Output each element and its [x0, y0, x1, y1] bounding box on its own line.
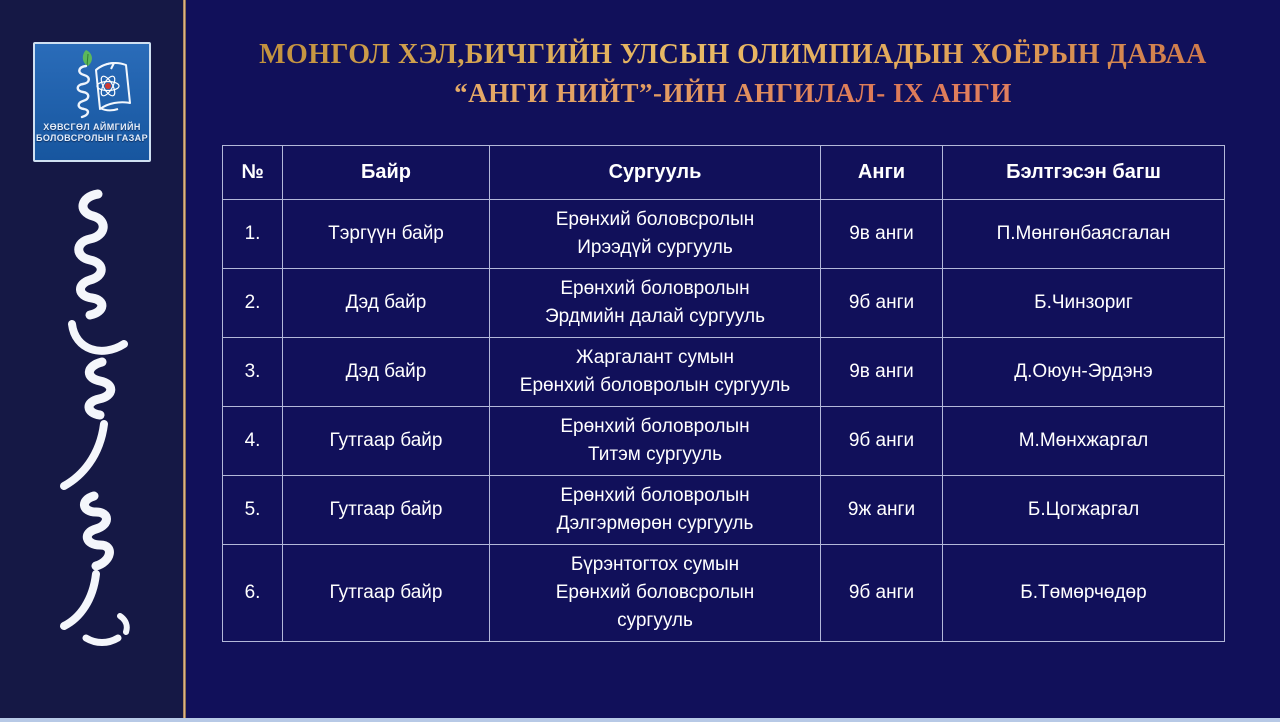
cell-grade: 9б анги	[820, 544, 943, 642]
header-grade: Анги	[820, 145, 943, 200]
table-row: 1. Тэргүүн байр Ерөнхий боловсролын Ирээдү…	[222, 199, 1225, 269]
logo-text-line1: ХӨВСГӨЛ АЙМГИЙН	[43, 122, 141, 132]
cell-school: Ерөнхий боловсролын Ирээдүй сургууль	[489, 199, 821, 269]
header-number: №	[222, 145, 283, 200]
cell-place: Тэргүүн байр	[282, 199, 490, 269]
cell-grade: 9в анги	[820, 199, 943, 269]
cell-row-number: 1.	[222, 199, 283, 269]
table-row: 5. Гутгаар байр Ерөнхий боловролын Дэлгэрм…	[222, 475, 1225, 545]
leaf-icon	[82, 50, 92, 67]
mongolian-script-decoration-icon	[60, 189, 130, 646]
cell-teacher: П.Мөнгөнбаясгалан	[942, 199, 1225, 269]
cell-row-number: 3.	[222, 337, 283, 407]
cell-place: Гутгаар байр	[282, 544, 490, 642]
table-row: 2. Дэд байр Ерөнхий боловролын Эрдмийн дал…	[222, 268, 1225, 338]
cell-place: Дэд байр	[282, 268, 490, 338]
table-row: 6. Гутгаар байр Бүрэнтогтох сумын Ерөнхий …	[222, 544, 1225, 642]
cell-school: Ерөнхий боловролын Дэлгэрмөрөн сургууль	[489, 475, 821, 545]
header-place: Байр	[282, 145, 490, 200]
cell-school: Ерөнхий боловролын Эрдмийн далай сургуул…	[489, 268, 821, 338]
cell-row-number: 5.	[222, 475, 283, 545]
cell-place: Гутгаар байр	[282, 406, 490, 476]
cell-place: Дэд байр	[282, 337, 490, 407]
cell-grade: 9ж анги	[820, 475, 943, 545]
table-header-row: № Байр Сургууль Анги Бэлтгэсэн багш	[222, 145, 1225, 200]
cell-place: Гутгаар байр	[282, 475, 490, 545]
slide-title-line2: “АНГИ НИЙТ”-ИЙН АНГИЛАЛ- IX АНГИ	[454, 74, 1012, 112]
open-book-icon	[95, 61, 131, 112]
table-row: 3. Дэд байр Жаргалант сумын Ерөнхий боловр…	[222, 337, 1225, 407]
table-row: 4. Гутгаар байр Ерөнхий боловролын Титэм с…	[222, 406, 1225, 476]
cell-teacher: Б.Цогжаргал	[942, 475, 1225, 545]
atom-icon	[96, 75, 120, 97]
header-school: Сургууль	[489, 145, 821, 200]
bottom-edge-strip	[0, 718, 1280, 722]
cell-teacher: М.Мөнхжаргал	[942, 406, 1225, 476]
cell-row-number: 6.	[222, 544, 283, 642]
cell-grade: 9б анги	[820, 406, 943, 476]
table-body: 1. Тэргүүн байр Ерөнхий боловсролын Ирээдү…	[222, 199, 1225, 642]
slide-title-line1: МОНГОЛ ХЭЛ,БИЧГИЙН УЛСЫН ОЛИМПИАДЫН ХОЁР…	[259, 36, 1207, 74]
slide-title: МОНГОЛ ХЭЛ,БИЧГИЙН УЛСЫН ОЛИМПИАДЫН ХОЁР…	[186, 36, 1280, 112]
cell-row-number: 4.	[222, 406, 283, 476]
cell-teacher: Д.Оюун-Эрдэнэ	[942, 337, 1225, 407]
olympiad-results-table: № Байр Сургууль Анги Бэлтгэсэн багш 1. Тэ…	[222, 145, 1225, 642]
cell-row-number: 2.	[222, 268, 283, 338]
header-teacher: Бэлтгэсэн багш	[942, 145, 1225, 200]
cell-teacher: Б.Чинзориг	[942, 268, 1225, 338]
cell-grade: 9б анги	[820, 268, 943, 338]
mongol-script-icon	[76, 64, 90, 119]
education-department-logo: ХӨВСГӨЛ АЙМГИЙН БОЛОВСРОЛЫН ГАЗАР	[33, 42, 151, 162]
cell-teacher: Б.Төмөрчөдөр	[942, 544, 1225, 642]
cell-school: Ерөнхий боловролын Титэм сургууль	[489, 406, 821, 476]
vertical-divider-line	[183, 0, 186, 722]
cell-grade: 9в анги	[820, 337, 943, 407]
cell-school: Бүрэнтогтох сумын Ерөнхий боловсролын су…	[489, 544, 821, 642]
logo-text-line2: БОЛОВСРОЛЫН ГАЗАР	[36, 133, 148, 143]
logo-emblem-icon	[76, 50, 131, 119]
cell-school: Жаргалант сумын Ерөнхий боловролын сургу…	[489, 337, 821, 407]
